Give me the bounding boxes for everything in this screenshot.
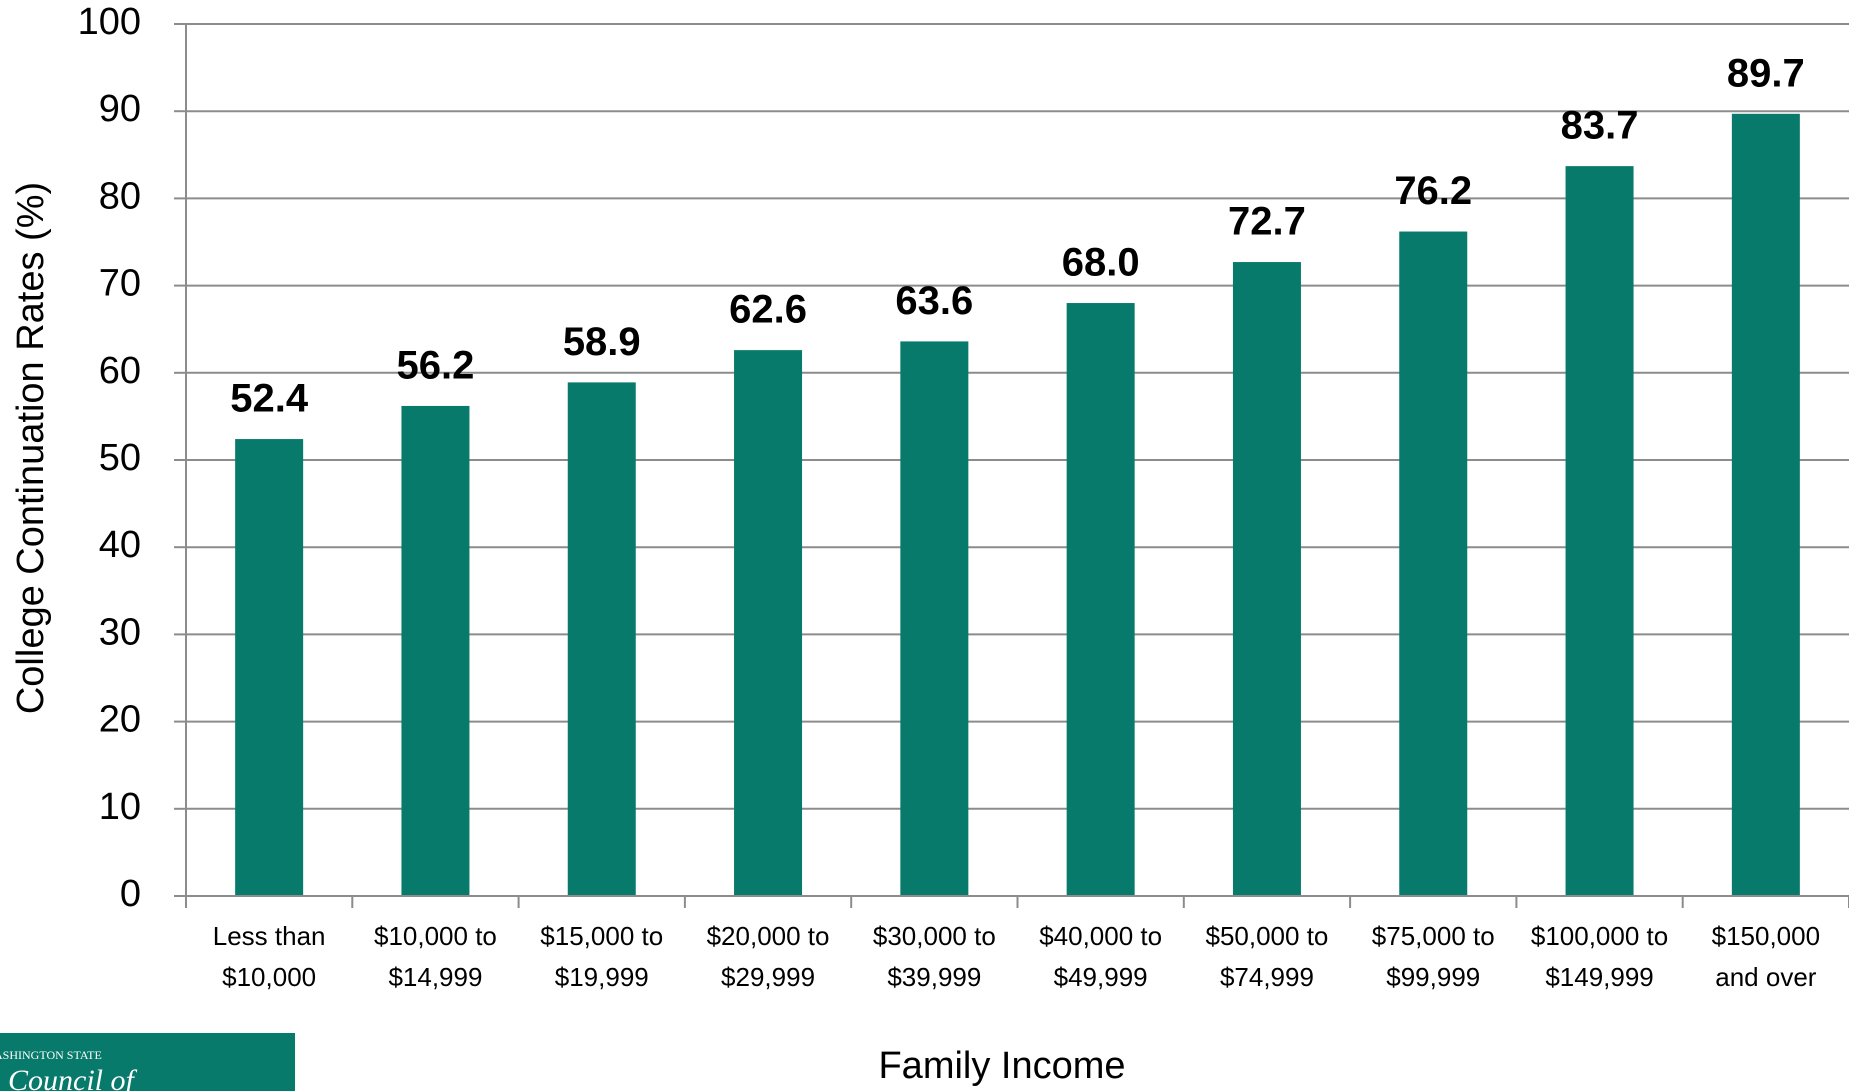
x-axis-title: Family Income [878,1045,1125,1087]
value-label: 76.2 [1394,169,1472,213]
y-tick-label: 80 [99,175,141,217]
x-tick-label: $15,000 to $19,999 [540,921,664,992]
bar [1565,166,1634,897]
value-label: 68.0 [1062,241,1140,285]
bar [1399,231,1468,896]
logo-text: ASHINGTON STATE [0,1048,102,1062]
value-label: 62.6 [729,288,807,332]
bar [1232,262,1301,896]
value-label: 63.6 [895,279,973,323]
x-tick-label: $150,000 and over [1711,921,1821,992]
x-tick-label: Less than $10,000 [212,921,326,992]
y-tick-label: 50 [99,437,141,479]
bar [401,405,470,896]
logo-box [0,1033,295,1091]
x-tick-label: $50,000 to $74,999 [1205,921,1329,992]
y-tick-label: 0 [120,873,141,915]
logo-text: Council of [8,1064,137,1091]
value-label: 83.7 [1561,104,1639,148]
bar [900,341,969,897]
value-label: 72.7 [1228,200,1306,244]
y-tick-label: 60 [99,350,141,392]
x-tick-label: $100,000 to $149,999 [1530,921,1669,992]
value-label: 89.7 [1727,51,1805,95]
y-tick-label: 30 [99,611,141,653]
y-tick-label: 70 [99,263,141,305]
value-label: 56.2 [397,343,475,387]
y-tick-label: 90 [99,88,141,130]
y-axis-title: College Continuation Rates (%) [10,182,52,714]
x-tick-label: $30,000 to $39,999 [872,921,996,992]
bar [1066,303,1135,896]
y-tick-label: 40 [99,524,141,566]
x-tick-label: $75,000 to $99,999 [1371,921,1495,992]
x-tick-label: $20,000 to $29,999 [706,921,830,992]
value-label: 58.9 [563,320,641,364]
bar [235,439,304,896]
y-tick-label: 20 [99,699,141,741]
x-tick-label: $10,000 to $14,999 [373,921,497,992]
bar [1731,113,1800,897]
y-tick-label: 10 [99,786,141,828]
value-label: 52.4 [230,377,309,421]
x-tick-label: $40,000 to $49,999 [1039,921,1163,992]
bar [734,350,803,896]
bar [567,382,636,897]
y-tick-label: 100 [78,1,141,43]
